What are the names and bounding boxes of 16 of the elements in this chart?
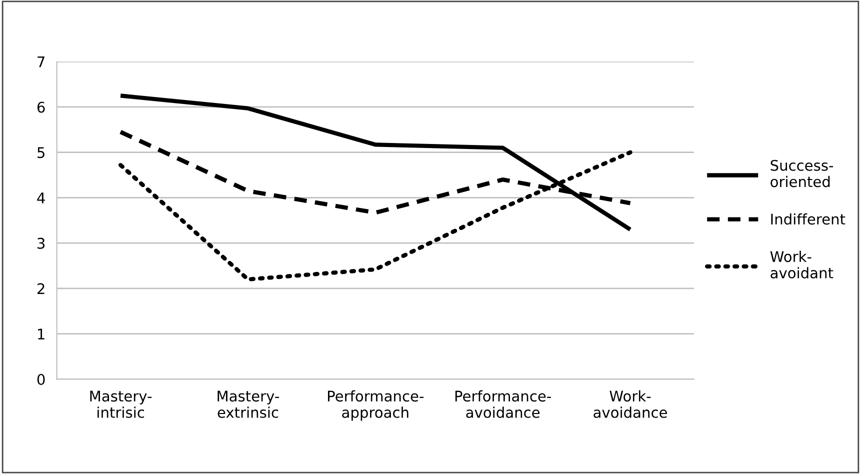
y-tick-label: 7 bbox=[38, 56, 44, 68]
x-tick-label: Mastery- intrisic bbox=[90, 390, 152, 418]
legend-label: Work- avoidant bbox=[770, 250, 834, 278]
x-tick-label: Mastery- extrinsic bbox=[218, 390, 279, 418]
legend-label: Indifferent bbox=[771, 213, 846, 225]
y-tick-label: 2 bbox=[38, 283, 44, 294]
legend-label: Success- oriented bbox=[770, 160, 834, 188]
y-tick-label: 3 bbox=[38, 238, 45, 249]
y-tick-label: 5 bbox=[38, 147, 44, 158]
y-tick-label: 4 bbox=[37, 192, 45, 204]
y-tick-label: 1 bbox=[38, 328, 44, 340]
y-tick-label: 0 bbox=[37, 374, 45, 385]
x-tick-label: Performance- avoidance bbox=[455, 390, 551, 418]
x-tick-label: Work- avoidance bbox=[594, 390, 667, 418]
y-tick-label: 6 bbox=[37, 102, 45, 113]
x-tick-label: Performance- approach bbox=[328, 390, 424, 421]
